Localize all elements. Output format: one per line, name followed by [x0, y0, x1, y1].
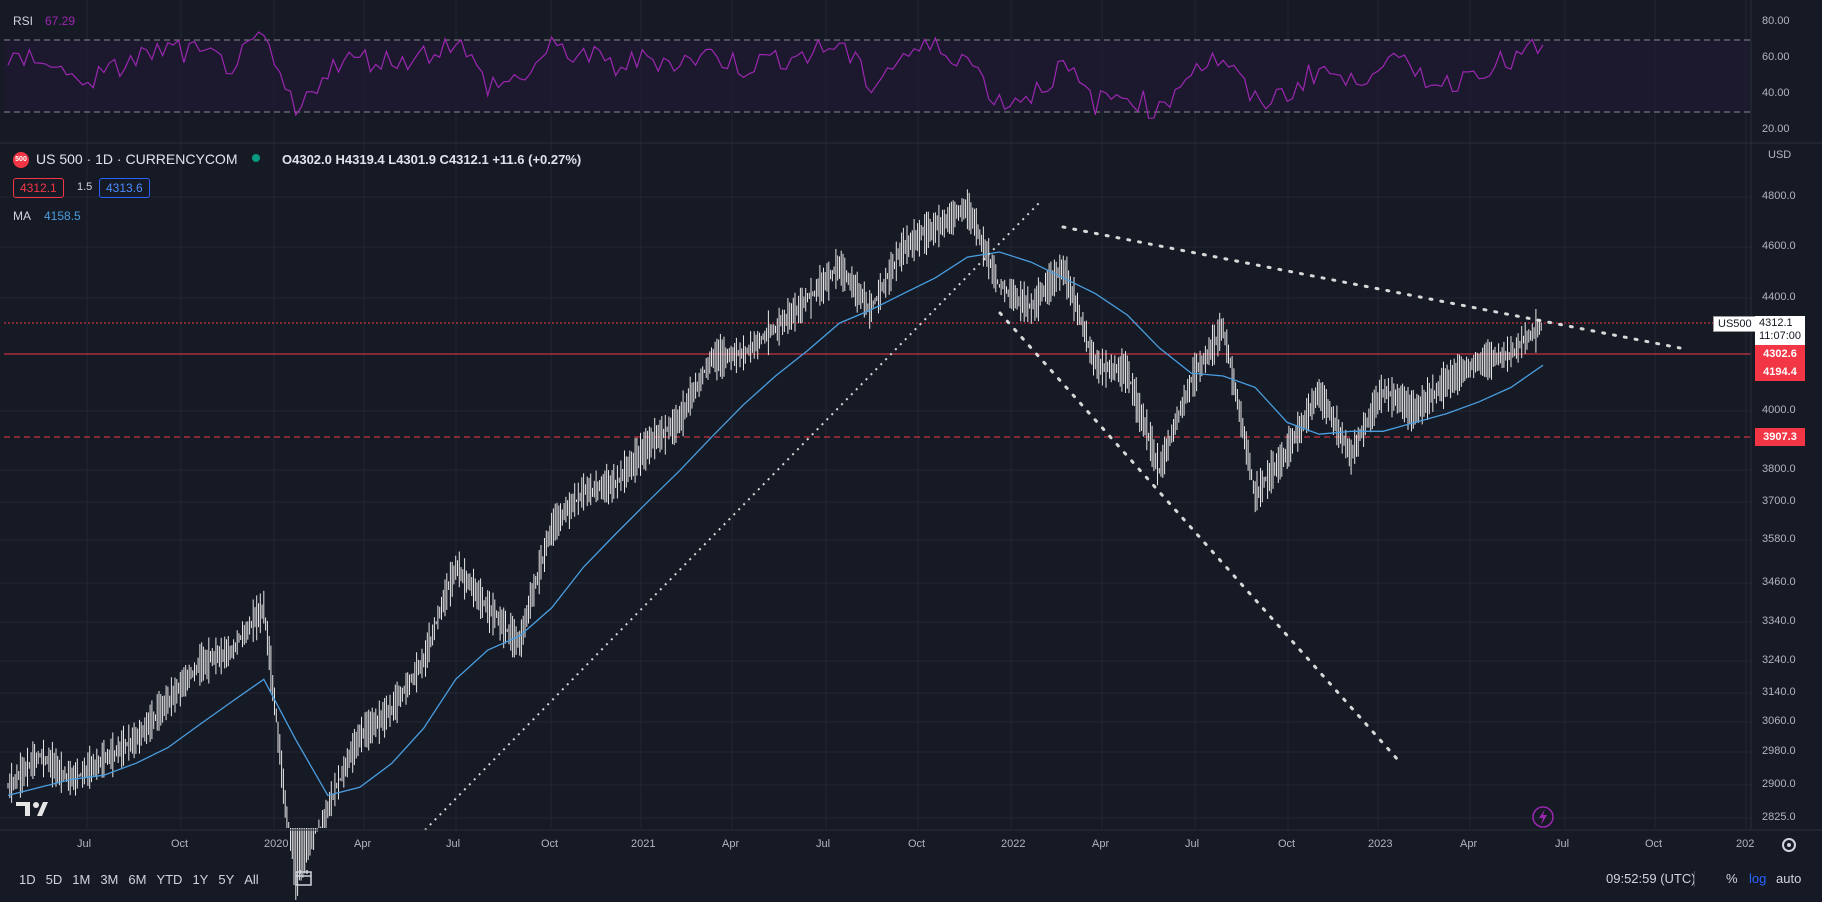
timeframe-1y[interactable]: 1Y: [192, 872, 209, 887]
ma-line: [7, 251, 1544, 797]
ma-value: 4158.5: [44, 209, 81, 223]
timeframe-1d[interactable]: 1D: [19, 872, 36, 887]
time-tick-label: 202: [1736, 838, 1755, 850]
tradingview-logo: [16, 802, 48, 816]
time-tick-label: Jul: [77, 838, 92, 850]
timeframe-list: 1D 5D 1M 3M 6M YTD 1Y 5Y All: [19, 871, 269, 889]
rsi-value: 67.29: [45, 14, 76, 28]
lightning-icon[interactable]: [1532, 806, 1554, 828]
time-tick-label: Apr: [1460, 838, 1478, 850]
price-tick-label: 4600.0: [1762, 240, 1796, 252]
ohlc-readout: O4302.0 H4319.4 L4301.9 C4312.1 +11.6 (+…: [282, 152, 582, 167]
log-toggle[interactable]: log: [1749, 871, 1767, 886]
time-tick-label: Apr: [722, 838, 740, 850]
timeframe-5y[interactable]: 5Y: [218, 872, 235, 887]
bottom-toolbar: 1D 5D 1M 3M 6M YTD 1Y 5Y All 09:52:59 (UTC) % lo…: [0, 860, 1822, 902]
spread-value: 1.5: [77, 181, 93, 193]
rsi-tick-label: 80.00: [1762, 15, 1790, 27]
symbol-badge-icon: 500: [13, 152, 29, 168]
market-status-dot: [252, 154, 260, 162]
clock[interactable]: 09:52:59 (UTC): [1606, 871, 1696, 886]
price-tick-label: 4400.0: [1762, 291, 1796, 303]
time-tick-label: 2023: [1368, 838, 1393, 850]
symbol-tag: US500: [1713, 316, 1757, 332]
price-tick-label: 3240.0: [1762, 654, 1796, 666]
buy-button[interactable]: 4313.6: [99, 178, 150, 198]
timeframe-6m[interactable]: 6M: [128, 872, 147, 887]
divider: [1694, 871, 1695, 887]
grid: [0, 0, 1751, 830]
price-tick-label: 3580.0: [1762, 533, 1796, 545]
rsi-tick-label: 40.00: [1762, 87, 1790, 99]
trendline-falling-lower[interactable]: [998, 311, 1400, 762]
level3-price-box: 3907.3: [1755, 428, 1805, 446]
ma-label: MA: [13, 209, 31, 223]
price-tick-label: 3340.0: [1762, 615, 1796, 627]
rsi-tick-label: 20.00: [1762, 123, 1790, 135]
timeframe-5d[interactable]: 5D: [45, 872, 63, 887]
time-tick-label: Jul: [1555, 838, 1570, 850]
candles: [7, 189, 1542, 900]
settings-gear-icon[interactable]: [1782, 838, 1796, 852]
time-tick-label: 2021: [631, 838, 656, 850]
time-tick-label: Oct: [171, 838, 189, 850]
timeframe-ytd[interactable]: YTD: [156, 872, 183, 887]
time-tick-label: Oct: [1645, 838, 1663, 850]
rsi-label: RSI: [13, 14, 34, 28]
date-range-calendar-icon[interactable]: [293, 868, 315, 888]
price-tick-label: 4000.0: [1762, 404, 1796, 416]
sell-button[interactable]: 4312.1: [13, 178, 64, 198]
time-tick-label: 2022: [1001, 838, 1026, 850]
rsi-tick-label: 60.00: [1762, 51, 1790, 63]
price-tick-label: 3700.0: [1762, 495, 1796, 507]
time-tick-label: Oct: [908, 838, 926, 850]
timeframe-3m[interactable]: 3M: [100, 872, 119, 887]
time-tick-label: Apr: [1092, 838, 1110, 850]
time-tick-label: Jul: [816, 838, 831, 850]
time-tick-label: Apr: [354, 838, 372, 850]
level2-price-box: 4194.4: [1755, 363, 1805, 381]
time-tick-label: 2020: [264, 838, 289, 850]
currency-label[interactable]: USD: [1768, 149, 1792, 161]
rsi-line: [7, 31, 1544, 119]
time-tick-label: Oct: [541, 838, 559, 850]
rsi-panel: [4, 31, 1751, 119]
auto-toggle[interactable]: auto: [1776, 871, 1802, 886]
last-price-box: 4312.1 11:07:00: [1755, 316, 1805, 346]
price-tick-label: 2900.0: [1762, 778, 1796, 790]
time-tick-label: Jul: [1185, 838, 1200, 850]
price-tick-label: 3060.0: [1762, 715, 1796, 727]
last-price: 4312.1: [1759, 317, 1793, 329]
time-tick-label: Jul: [446, 838, 461, 850]
price-tick-label: 4800.0: [1762, 190, 1796, 202]
timeframe-all[interactable]: All: [244, 872, 259, 887]
price-tick-label: 3140.0: [1762, 686, 1796, 698]
percent-toggle[interactable]: %: [1726, 871, 1738, 886]
price-tick-label: 3800.0: [1762, 463, 1796, 475]
price-tick-label: 2980.0: [1762, 745, 1796, 757]
time-tick-label: Oct: [1278, 838, 1296, 850]
level1-price-box: 4302.6: [1755, 345, 1805, 363]
price-tick-label: 2825.0: [1762, 811, 1796, 823]
countdown: 11:07:00: [1759, 330, 1802, 342]
timeframe-1m[interactable]: 1M: [72, 872, 91, 887]
price-tick-label: 3460.0: [1762, 576, 1796, 588]
symbol-title[interactable]: US 500 · 1D · CURRENCYCOM: [36, 151, 238, 167]
